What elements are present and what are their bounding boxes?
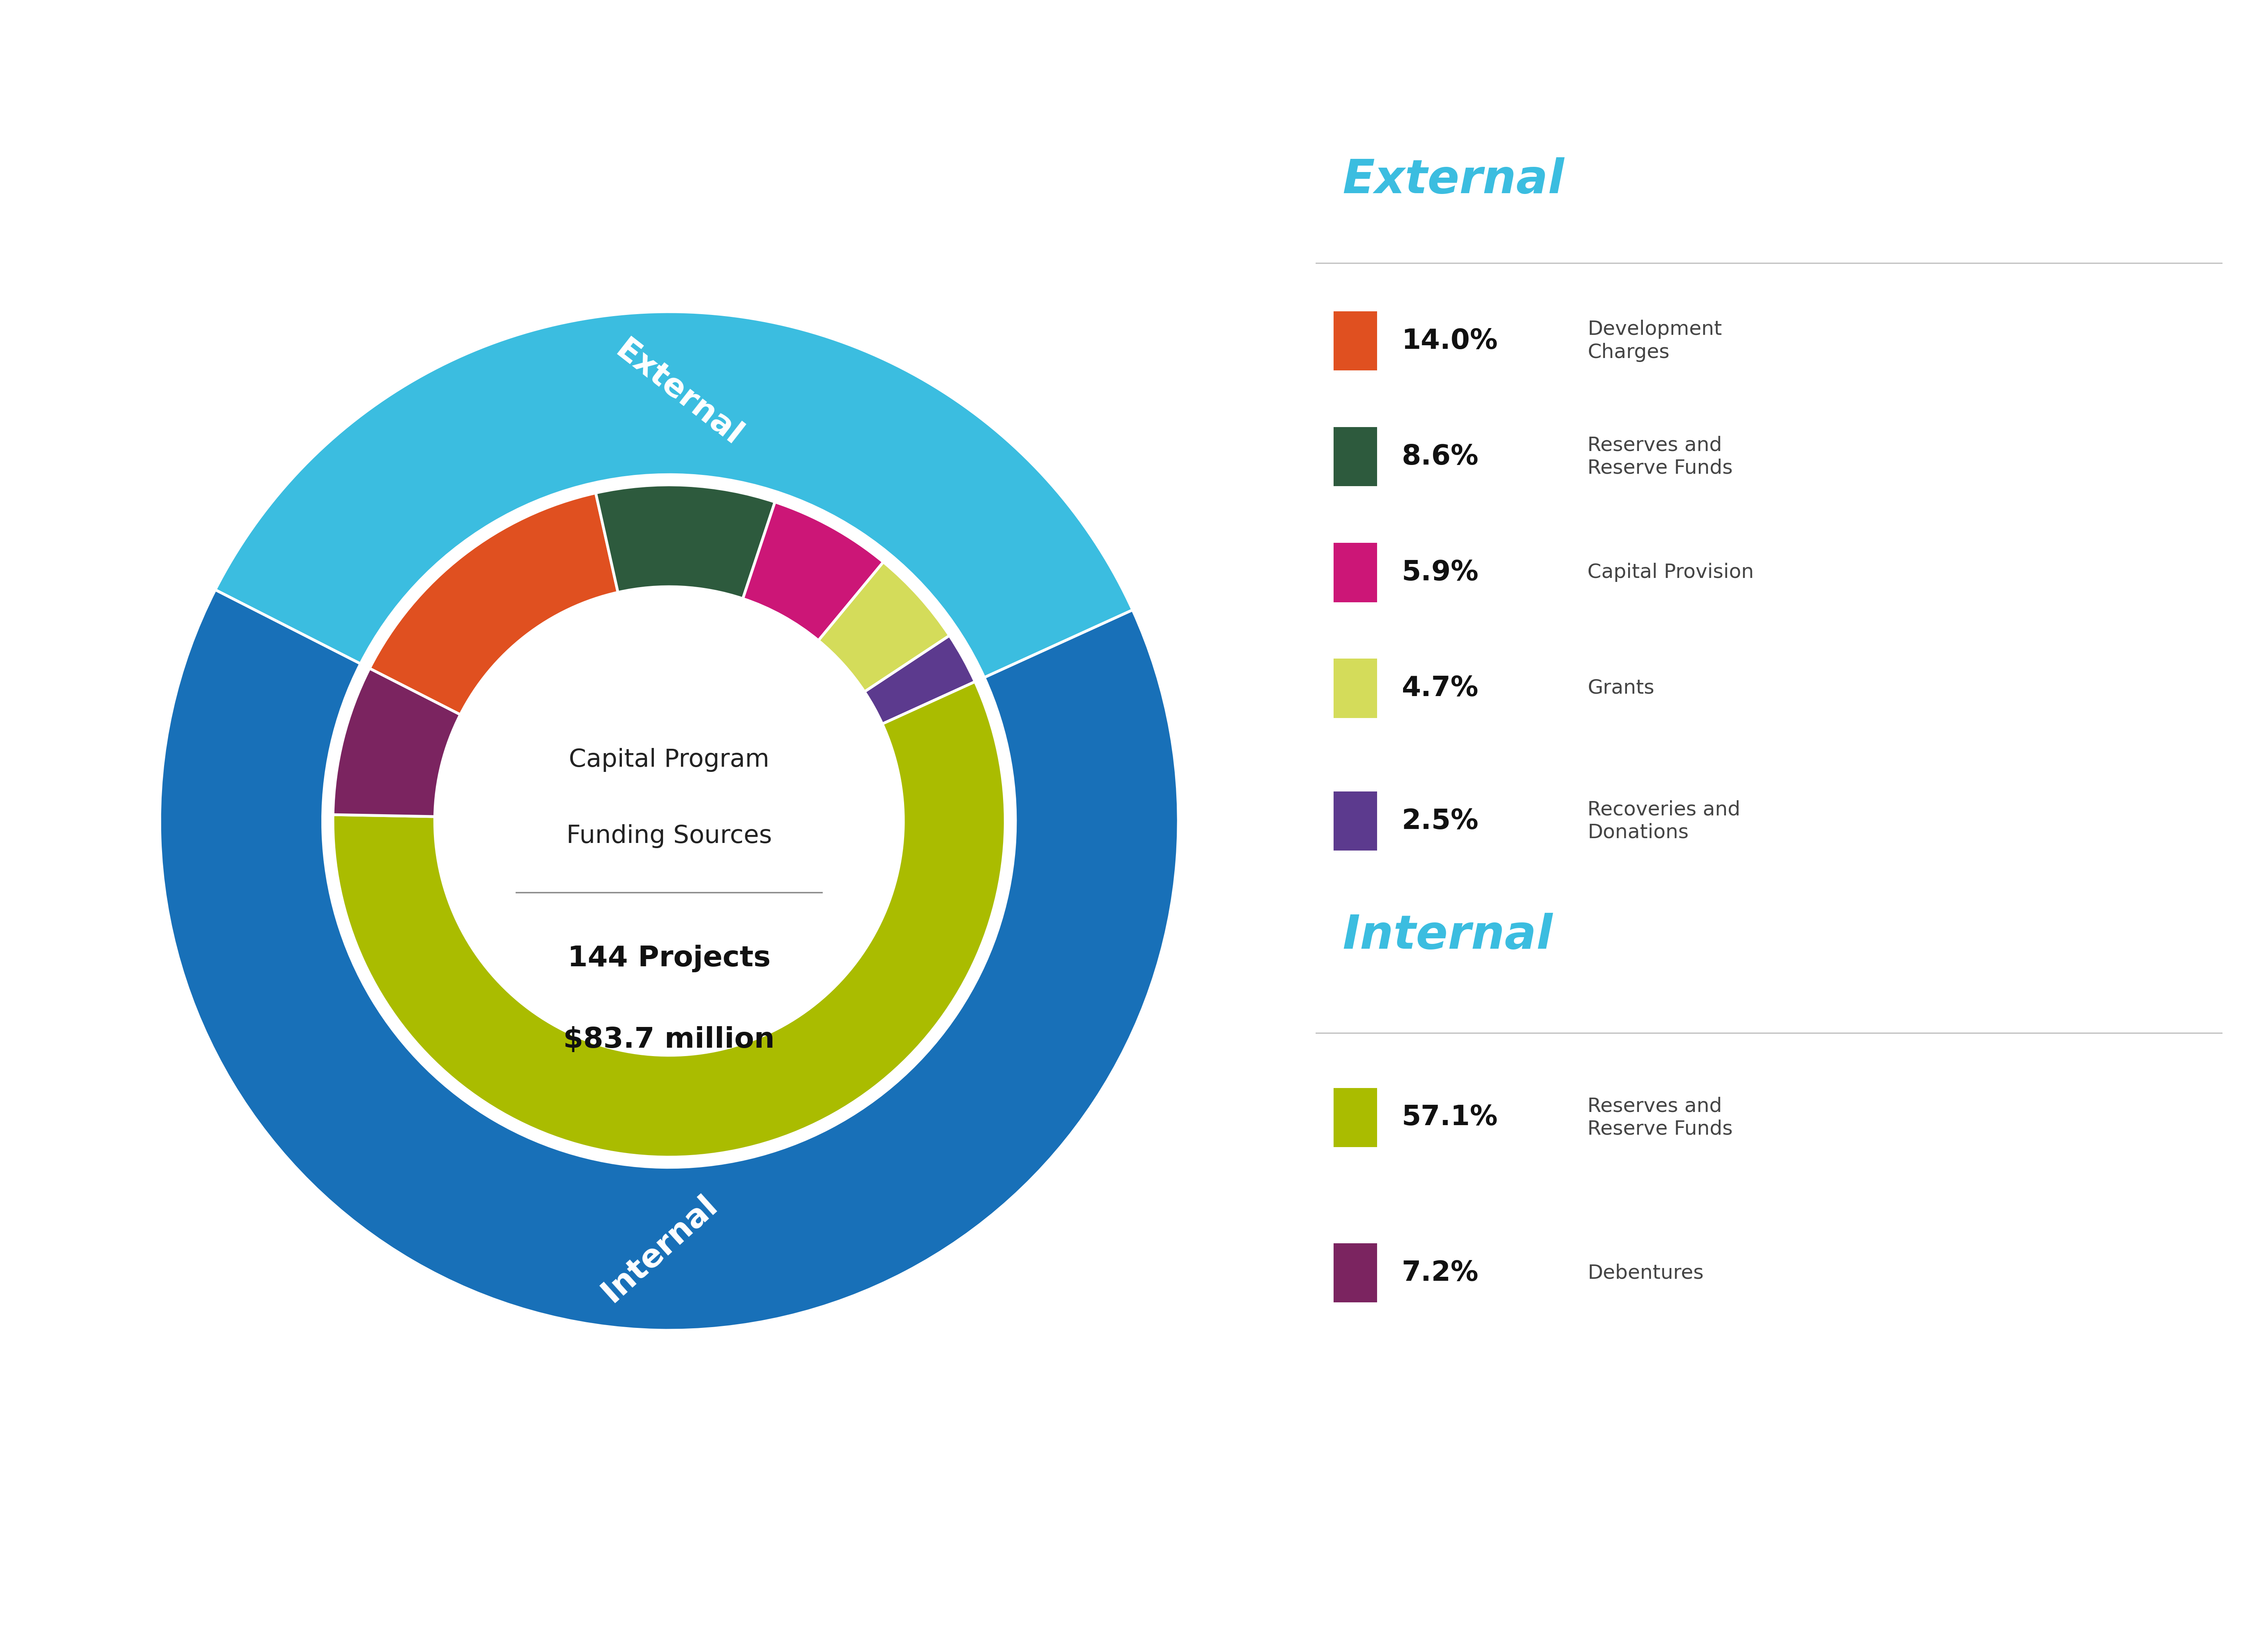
- Text: 57.1%: 57.1%: [1402, 1103, 1497, 1131]
- Text: 5.9%: 5.9%: [1402, 558, 1479, 586]
- Text: Reserves and
Reserve Funds: Reserves and Reserve Funds: [1588, 1097, 1733, 1138]
- Text: Capital Provision: Capital Provision: [1588, 563, 1753, 581]
- Wedge shape: [215, 312, 1132, 678]
- Wedge shape: [370, 493, 617, 714]
- Bar: [1334, 1243, 1377, 1302]
- Text: Internal: Internal: [1343, 913, 1554, 959]
- Wedge shape: [596, 484, 776, 599]
- Text: Internal: Internal: [596, 1189, 723, 1309]
- Bar: [1334, 1089, 1377, 1148]
- Text: 8.6%: 8.6%: [1402, 443, 1479, 470]
- Bar: [1334, 312, 1377, 371]
- Wedge shape: [333, 681, 1005, 1158]
- Text: 144 Projects: 144 Projects: [567, 944, 771, 972]
- Wedge shape: [819, 562, 950, 691]
- Text: $83.7 million: $83.7 million: [562, 1026, 776, 1054]
- Text: Recoveries and
Donations: Recoveries and Donations: [1588, 800, 1740, 842]
- Text: Grants: Grants: [1588, 678, 1653, 698]
- Text: 14.0%: 14.0%: [1402, 327, 1497, 355]
- Text: 7.2%: 7.2%: [1402, 1259, 1479, 1286]
- Text: External: External: [610, 335, 748, 452]
- Text: 2.5%: 2.5%: [1402, 808, 1479, 834]
- Bar: [1334, 544, 1377, 603]
- Text: Funding Sources: Funding Sources: [567, 824, 771, 849]
- Bar: [1334, 658, 1377, 718]
- Text: Capital Program: Capital Program: [569, 747, 769, 772]
- Wedge shape: [333, 668, 460, 816]
- Bar: [1334, 791, 1377, 851]
- Text: 4.7%: 4.7%: [1402, 675, 1479, 701]
- Wedge shape: [159, 589, 1179, 1330]
- Text: Development
Charges: Development Charges: [1588, 320, 1721, 361]
- Wedge shape: [744, 502, 882, 640]
- Text: External: External: [1343, 158, 1565, 204]
- Bar: [1334, 427, 1377, 486]
- Wedge shape: [864, 635, 975, 724]
- Text: Reserves and
Reserve Funds: Reserves and Reserve Funds: [1588, 435, 1733, 478]
- Text: Debentures: Debentures: [1588, 1263, 1703, 1282]
